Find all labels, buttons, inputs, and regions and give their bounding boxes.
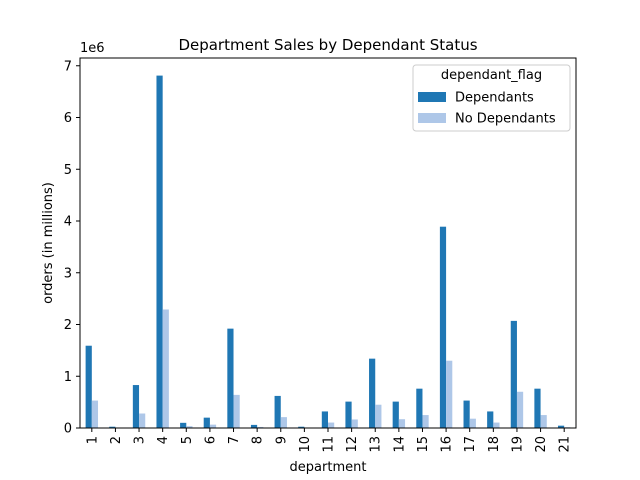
bar-dependants-dept-15 — [416, 388, 423, 428]
bar-dependants-dept-4 — [156, 75, 163, 428]
x-axis-label: department — [290, 460, 367, 475]
x-tick-label: 6 — [203, 436, 218, 444]
x-axis: 1 2 3 4 5 6 7 8 9 10 11 12 13 14 15 16 17 18 19 20 21 — [85, 428, 573, 453]
legend-title: dependant_flag — [441, 68, 542, 83]
x-tick-label: 9 — [274, 436, 289, 444]
bar-dependants-dept-2 — [109, 426, 116, 428]
bar-dependants-dept-16 — [439, 226, 447, 428]
x-tick-label: 20 — [534, 436, 549, 453]
bar-no-dependants-dept-20 — [540, 415, 547, 428]
bar-dependants-dept-20 — [534, 388, 541, 428]
bar-dependants-dept-17 — [463, 400, 470, 428]
x-tick-label: 4 — [156, 436, 171, 444]
bar-no-dependants-dept-3 — [139, 413, 146, 428]
x-tick-label: 21 — [558, 436, 573, 453]
bar-no-dependants-dept-17 — [469, 418, 476, 428]
bar-dependants-dept-14 — [392, 401, 399, 428]
bar-no-dependants-dept-7 — [233, 394, 240, 428]
x-tick-label: 1 — [85, 436, 100, 444]
bar-no-dependants-dept-4 — [162, 309, 169, 428]
x-tick-label: 2 — [109, 436, 124, 444]
x-tick-label: 17 — [463, 436, 478, 453]
y-tick-label: 4 — [64, 215, 72, 230]
bar-dependants-dept-21 — [557, 425, 565, 428]
y-tick-label: 3 — [64, 266, 72, 281]
bar-dependants-dept-13 — [369, 358, 376, 428]
bar-dependants-dept-11 — [321, 411, 328, 428]
bar-no-dependants-dept-15 — [422, 415, 429, 428]
bar-no-dependants-dept-8 — [257, 426, 264, 428]
bar-dependants-dept-8 — [250, 424, 258, 428]
bar-dependants-dept-3 — [132, 385, 140, 428]
y-axis: 0 1 2 3 4 5 6 7 — [64, 59, 80, 437]
y-tick-label: 2 — [64, 318, 72, 333]
bar-no-dependants-dept-5 — [186, 426, 193, 428]
x-tick-label: 18 — [487, 436, 502, 453]
x-tick-label: 10 — [298, 436, 313, 453]
x-tick-label: 13 — [369, 436, 384, 453]
x-tick-label: 15 — [416, 436, 431, 453]
x-tick-label: 19 — [510, 436, 525, 453]
x-tick-label: 12 — [345, 436, 360, 453]
legend-label-no-dependants: No Dependants — [455, 112, 556, 127]
y-axis-multiplier: 1e6 — [80, 41, 105, 56]
x-tick-label: 8 — [251, 436, 266, 444]
chart-title: Department Sales by Dependant Status — [178, 36, 477, 54]
legend: dependant_flag Dependants No Dependants — [412, 64, 571, 132]
x-tick-label: 14 — [392, 436, 407, 453]
bar-dependants-dept-6 — [203, 417, 210, 428]
y-axis-label: orders (in millions) — [41, 182, 56, 304]
y-tick-label: 6 — [64, 111, 72, 126]
y-tick-label: 1 — [64, 370, 72, 385]
bar-dependants-dept-10 — [298, 426, 305, 428]
bar-no-dependants-dept-16 — [446, 360, 453, 428]
bar-no-dependants-dept-18 — [493, 422, 500, 428]
bar-no-dependants-dept-12 — [351, 419, 358, 428]
x-tick-label: 7 — [227, 436, 242, 444]
x-tick-label: 11 — [322, 436, 337, 453]
bar-no-dependants-dept-1 — [91, 400, 99, 428]
bar-no-dependants-dept-9 — [280, 417, 287, 428]
x-tick-label: 3 — [133, 436, 148, 444]
bar-dependants-dept-12 — [345, 401, 352, 428]
y-tick-label: 7 — [64, 59, 72, 74]
bar-dependants-dept-19 — [510, 320, 517, 428]
bar-dependants-dept-1 — [85, 345, 92, 428]
y-tick-label: 0 — [64, 422, 72, 437]
bar-dependants-dept-9 — [274, 395, 281, 428]
legend-swatch-no-dependants — [418, 113, 446, 123]
bars-layer — [85, 75, 571, 428]
legend-box — [412, 64, 571, 132]
x-tick-label: 16 — [440, 436, 455, 453]
legend-label-dependants: Dependants — [455, 91, 534, 106]
bar-no-dependants-dept-6 — [209, 424, 217, 428]
plot-frame — [79, 57, 577, 429]
bar-no-dependants-dept-19 — [516, 391, 524, 428]
y-tick-label: 5 — [64, 163, 72, 178]
bar-no-dependants-dept-13 — [375, 404, 382, 428]
legend-swatch-dependants — [418, 92, 446, 102]
x-tick-label: 5 — [180, 436, 195, 444]
bar-no-dependants-dept-14 — [398, 419, 406, 428]
bar-dependants-dept-18 — [487, 411, 494, 428]
bar-no-dependants-dept-11 — [328, 422, 335, 428]
bar-dependants-dept-7 — [227, 328, 234, 428]
bar-dependants-dept-5 — [180, 422, 187, 428]
